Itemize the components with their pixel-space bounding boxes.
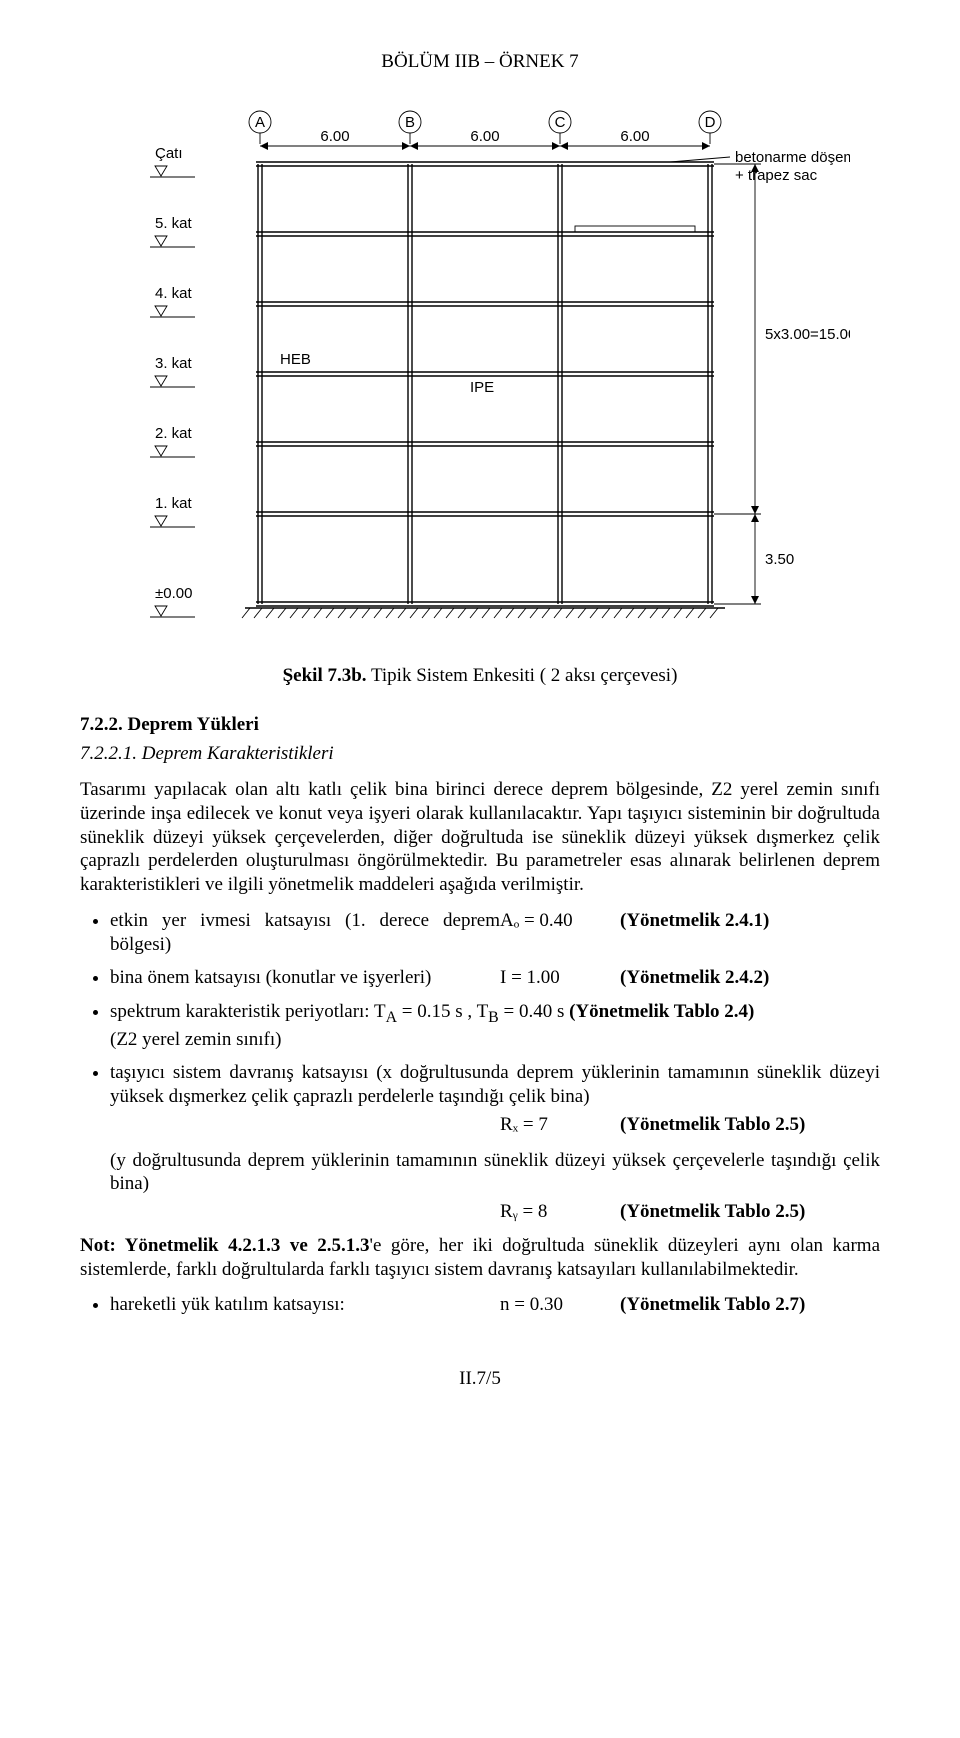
bullet-1: etkin yer ivmesi katsayısı (1. derece de… — [110, 909, 880, 957]
note-bold: Not: Yönetmelik 4.2.1.3 ve 2.5.1.3 — [80, 1235, 370, 1256]
b3-pre-a: spektrum karakteristik periyotları: T — [110, 1001, 386, 1022]
b2-mid: I = 1.00 — [500, 966, 620, 990]
bullet-list-2: hareketli yük katılım katsayısı: n = 0.3… — [80, 1293, 880, 1317]
b1-ref: (Yönetmelik 2.4.1) — [620, 909, 880, 957]
svg-text:Çatı: Çatı — [155, 145, 183, 162]
b3-sub-a: A — [386, 1009, 397, 1026]
svg-text:5. kat: 5. kat — [155, 215, 193, 232]
svg-text:4. kat: 4. kat — [155, 285, 193, 302]
sub-y-spacer — [110, 1200, 500, 1224]
b1-mid: Aₒ = 0.40 — [500, 909, 620, 957]
svg-text:3.50: 3.50 — [765, 551, 794, 568]
svg-text:A: A — [255, 114, 265, 131]
b3-line2: (Z2 yerel zemin sınıfı) — [110, 1029, 281, 1050]
svg-text:C: C — [555, 114, 566, 131]
b2-ref: (Yönetmelik 2.4.2) — [620, 966, 880, 990]
b5-ref: (Yönetmelik Tablo 2.7) — [620, 1293, 880, 1317]
heading-722: 7.2.2. Deprem Yükleri — [80, 713, 880, 737]
svg-text:5x3.00=15.00: 5x3.00=15.00 — [765, 326, 850, 343]
svg-text:IPE: IPE — [470, 379, 494, 396]
b2-label: bina önem katsayısı (konutlar ve işyerle… — [110, 966, 500, 990]
figure-frame-elevation: A B C D 6.00 6.00 6.00 Çatı 5. kat 4. kat 3. kat 2.… — [110, 104, 850, 644]
svg-text:D: D — [705, 114, 716, 131]
svg-text:B: B — [405, 114, 415, 131]
sub-y-mid: Rᵧ = 8 — [500, 1200, 620, 1224]
doc-title: BÖLÜM IIB – ÖRNEK 7 — [80, 50, 880, 74]
para-intro: Tasarımı yapılacak olan altı katlı çelik… — [80, 778, 880, 897]
figure-caption: Şekil 7.3b. Tipik Sistem Enkesiti ( 2 ak… — [80, 664, 880, 688]
heading-7221: 7.2.2.1. Deprem Karakteristikleri — [80, 742, 880, 766]
bullet-2: bina önem katsayısı (konutlar ve işyerle… — [110, 966, 880, 990]
b3-sub-b: B — [488, 1009, 499, 1026]
svg-text:2. kat: 2. kat — [155, 425, 193, 442]
svg-text:6.00: 6.00 — [320, 128, 349, 145]
b4-ref: (Yönetmelik Tablo 2.5) — [620, 1113, 880, 1137]
b3-ref: (Yönetmelik Tablo 2.4) — [569, 1001, 754, 1022]
sub-y-line1: (y doğrultusunda deprem yüklerinin tamam… — [110, 1150, 880, 1195]
bullet-4: taşıyıcı sistem davranış katsayısı (x do… — [110, 1061, 880, 1136]
figure-svg: A B C D 6.00 6.00 6.00 Çatı 5. kat 4. kat 3. kat 2.… — [110, 104, 850, 644]
svg-text:betonarme döşeme: betonarme döşeme — [735, 149, 850, 166]
sub-y-block: (y doğrultusunda deprem yüklerinin tamam… — [110, 1149, 880, 1224]
b4-mid: Rₓ = 7 — [500, 1113, 620, 1137]
b3-pre-b: = 0.15 s , T — [397, 1001, 488, 1022]
sub-y-ref: (Yönetmelik Tablo 2.5) — [620, 1200, 880, 1224]
b3-pre-c: = 0.40 s — [499, 1001, 569, 1022]
b4-spacer — [110, 1113, 500, 1137]
page-number: II.7/5 — [80, 1367, 880, 1391]
svg-text:±0.00: ±0.00 — [155, 585, 192, 602]
bullet-3: spektrum karakteristik periyotları: TA =… — [110, 1000, 880, 1051]
svg-text:+ trapez sac: + trapez sac — [735, 167, 818, 184]
svg-text:6.00: 6.00 — [620, 128, 649, 145]
bullet-5: hareketli yük katılım katsayısı: n = 0.3… — [110, 1293, 880, 1317]
caption-rest: Tipik Sistem Enkesiti ( 2 aksı çerçevesi… — [367, 665, 678, 686]
svg-text:1. kat: 1. kat — [155, 495, 193, 512]
b4-line1: taşıyıcı sistem davranış katsayısı (x do… — [110, 1062, 880, 1107]
bullet-list: etkin yer ivmesi katsayısı (1. derece de… — [80, 909, 880, 1137]
svg-text:HEB: HEB — [280, 351, 311, 368]
svg-text:3. kat: 3. kat — [155, 355, 193, 372]
note-paragraph: Not: Yönetmelik 4.2.1.3 ve 2.5.1.3'e gör… — [80, 1234, 880, 1282]
b1-label: etkin yer ivmesi katsayısı (1. derece de… — [110, 909, 500, 957]
b5-label: hareketli yük katılım katsayısı: — [110, 1293, 500, 1317]
caption-bold: Şekil 7.3b. — [283, 665, 367, 686]
b5-mid: n = 0.30 — [500, 1293, 620, 1317]
svg-text:6.00: 6.00 — [470, 128, 499, 145]
